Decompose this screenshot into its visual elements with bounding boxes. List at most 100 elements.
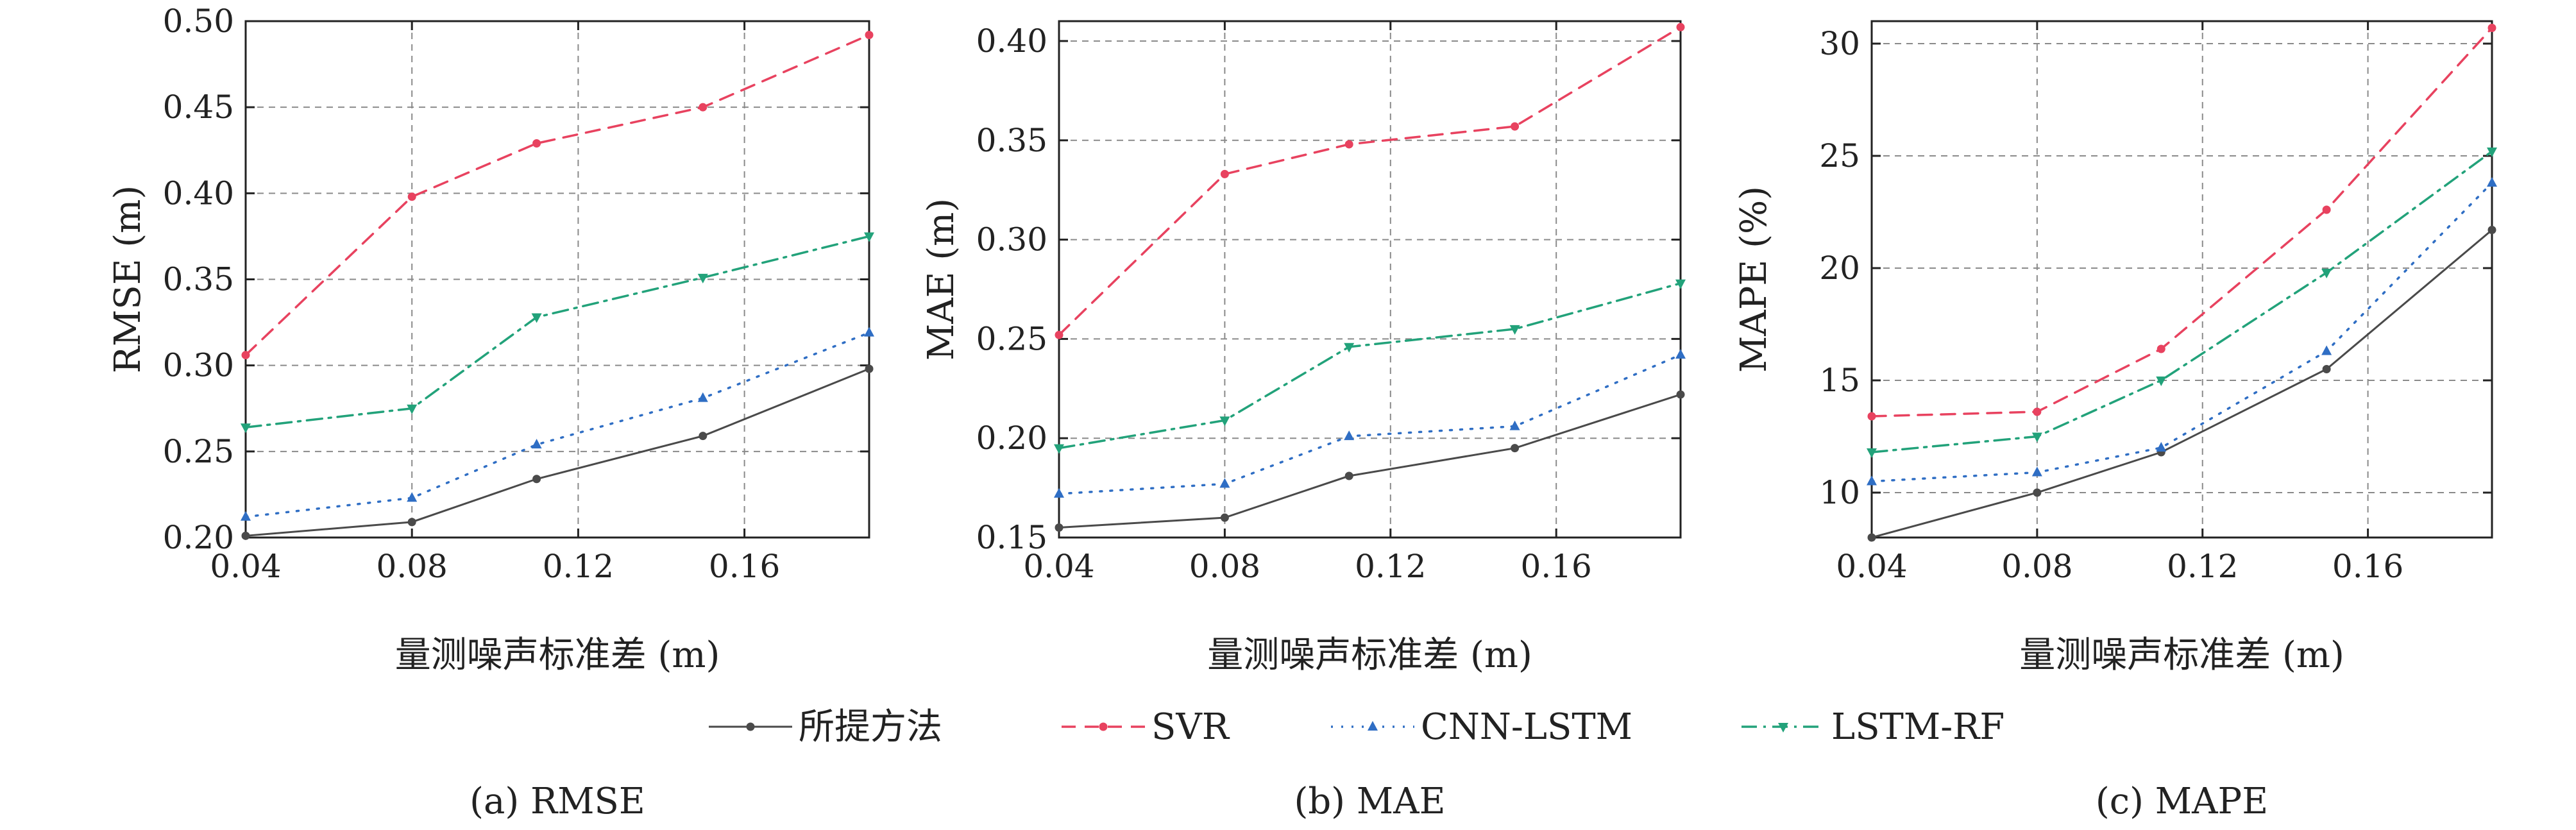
panel-caption: (c) MAPE [2096, 781, 2268, 822]
y-axis-label: MAE (m) [920, 198, 962, 360]
data-point-proposed [1220, 513, 1229, 522]
data-point-proposed [2033, 488, 2042, 497]
data-point-proposed [1344, 471, 1353, 480]
y-tick-label: 15 [1819, 362, 1860, 399]
series-proposed [1867, 226, 2496, 542]
data-point-proposed [1867, 533, 1876, 542]
y-tick-label: 0.40 [976, 22, 1047, 60]
data-point-svr [407, 192, 416, 201]
data-point-svr [532, 139, 541, 148]
data-point-lstm_rf [1344, 343, 1355, 353]
data-point-lstm_rf [1054, 444, 1064, 454]
y-tick-label: 0.30 [163, 347, 234, 384]
x-tick-label: 0.08 [377, 548, 448, 585]
legend-marker [1368, 721, 1378, 731]
legend-label: CNN-LSTM [1421, 706, 1632, 748]
x-tick-label: 0.04 [1836, 548, 1907, 585]
series-svr [1055, 22, 1685, 339]
data-point-svr [2487, 24, 2496, 32]
x-tick-label: 0.12 [543, 548, 614, 585]
data-point-lstm_rf [2321, 269, 2332, 278]
x-axis-label: 量测噪声标准差 (m) [2019, 634, 2344, 676]
data-point-svr [2033, 407, 2042, 416]
data-point-lstm_rf [2031, 432, 2042, 443]
legend-item-svr: SVR [1062, 706, 1230, 748]
panel-1: 0.04 0.08 0.12 0.16 0.20 0.25 0.30 0.35 0.40 0.45… [107, 3, 874, 822]
legend-marker [1099, 722, 1108, 731]
x-tick-label: 0.16 [1521, 548, 1592, 585]
data-point-cnn_lstm [1867, 475, 1877, 486]
series-lstm_rf [1867, 148, 2497, 458]
data-point-lstm_rf [241, 423, 251, 434]
data-point-lstm_rf [697, 273, 708, 284]
data-point-lstm_rf [531, 313, 542, 323]
data-point-svr [2322, 205, 2331, 214]
y-axis-label: MAPE (%) [1733, 186, 1775, 373]
x-tick-label: 0.12 [2167, 548, 2238, 585]
series-lstm_rf [241, 232, 874, 434]
plot-frame [1870, 20, 2493, 539]
data-point-cnn_lstm [864, 326, 874, 337]
x-axis-label: 量测噪声标准差 (m) [395, 634, 720, 676]
data-point-cnn_lstm [241, 511, 251, 521]
legend-marker [1778, 723, 1788, 733]
data-point-lstm_rf [2487, 148, 2497, 157]
data-point-proposed [532, 475, 541, 484]
x-tick-label: 0.04 [1023, 548, 1094, 585]
data-point-svr [241, 351, 250, 360]
y-tick-label: 0.20 [163, 519, 234, 556]
data-point-lstm_rf [1867, 448, 1877, 458]
legend-marker [746, 722, 755, 731]
legend: 所提方法 SVR CNN-LSTM LSTM-RF [709, 706, 2004, 748]
x-tick-label: 0.04 [210, 548, 281, 585]
series-cnn_lstm [1054, 349, 1686, 498]
y-axis-label: RMSE (m) [107, 185, 149, 373]
series-svr [1867, 24, 2496, 421]
panel-caption: (b) MAE [1294, 781, 1445, 822]
x-tick-label: 0.16 [2332, 548, 2403, 585]
y-tick-label: 0.20 [976, 419, 1047, 457]
series-proposed [241, 364, 874, 540]
y-tick-label: 0.30 [976, 221, 1047, 258]
plot-frame [1058, 20, 1682, 539]
y-tick-label: 30 [1819, 25, 1860, 62]
data-point-cnn_lstm [697, 392, 708, 402]
series-lstm_rf [1054, 279, 1686, 454]
x-tick-label: 0.12 [1355, 548, 1426, 585]
data-point-svr [2157, 344, 2165, 353]
series-line-proposed [244, 368, 870, 537]
y-tick-label: 0.40 [163, 174, 234, 212]
y-tick-label: 10 [1819, 474, 1860, 511]
data-point-svr [1867, 412, 1876, 421]
data-point-lstm_rf [2156, 377, 2167, 386]
data-point-svr [1220, 169, 1229, 178]
data-point-cnn_lstm [2156, 442, 2167, 452]
data-point-svr [1055, 330, 1063, 339]
legend-item-proposed: 所提方法 [709, 706, 942, 748]
data-point-lstm_rf [1219, 416, 1230, 427]
y-tick-label: 0.35 [976, 122, 1047, 159]
data-point-svr [1676, 22, 1685, 31]
data-point-proposed [1055, 523, 1063, 532]
data-point-cnn_lstm [407, 492, 418, 502]
data-point-lstm_rf [407, 404, 418, 414]
data-point-cnn_lstm [2321, 345, 2332, 355]
legend-item-cnn_lstm: CNN-LSTM [1331, 706, 1632, 748]
legend-label: SVR [1151, 706, 1230, 748]
data-point-lstm_rf [864, 232, 874, 242]
series-proposed [1055, 390, 1685, 532]
panels: 0.04 0.08 0.12 0.16 0.20 0.25 0.30 0.35 0.40 0.45… [107, 3, 2497, 822]
x-axis-label: 量测噪声标准差 (m) [1207, 634, 1532, 676]
data-point-cnn_lstm [1675, 349, 1686, 359]
panel-2: 0.04 0.08 0.12 0.16 0.15 0.20 0.25 0.30 0.35 0.40… [920, 20, 1686, 822]
x-tick-label: 0.08 [2001, 548, 2072, 585]
data-point-proposed [865, 364, 874, 373]
data-point-cnn_lstm [531, 439, 542, 449]
y-tick-label: 0.35 [163, 261, 234, 298]
data-point-proposed [2487, 226, 2496, 234]
y-tick-label: 25 [1819, 137, 1860, 174]
panel-caption: (a) RMSE [470, 781, 645, 822]
series-line-lstm_rf [1870, 150, 2493, 453]
x-tick-label: 0.08 [1189, 548, 1260, 585]
series-line-svr [244, 33, 870, 357]
